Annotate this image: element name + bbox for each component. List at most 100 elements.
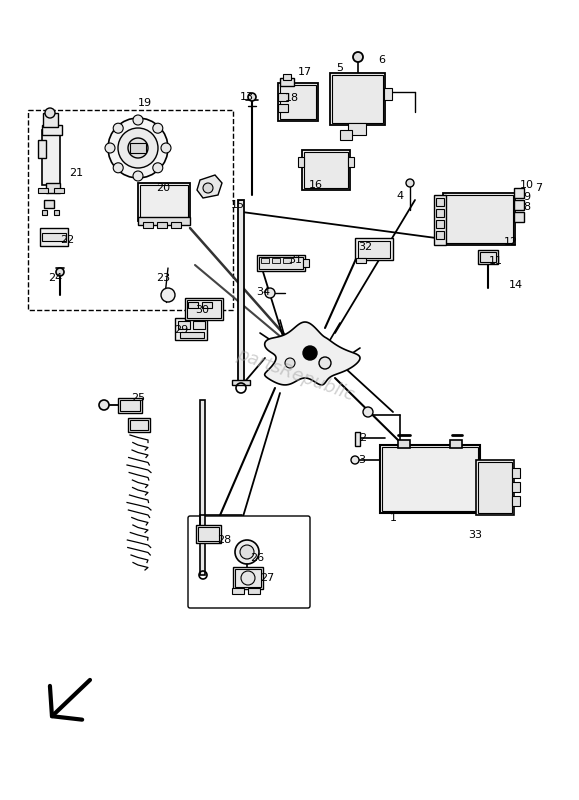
Bar [358, 241, 390, 258]
Bar [355, 432, 360, 446]
Text: 24: 24 [48, 273, 62, 283]
Text: 31: 31 [288, 255, 302, 265]
Bar [42, 233, 66, 241]
Text: 5: 5 [336, 63, 343, 73]
Text: 34: 34 [256, 287, 270, 297]
Text: 20: 20 [156, 183, 170, 193]
Bar [356, 258, 366, 263]
Circle shape [161, 288, 175, 302]
Bar [340, 130, 352, 140]
Bar [235, 569, 261, 587]
Bar [43, 113, 58, 127]
Circle shape [235, 540, 259, 564]
Text: 21: 21 [69, 168, 83, 178]
Bar [303, 259, 309, 267]
Bar [42, 130, 60, 185]
Bar [514, 200, 524, 210]
Text: 4: 4 [397, 191, 404, 201]
Circle shape [56, 268, 64, 276]
Circle shape [128, 138, 148, 158]
Bar [298, 157, 304, 167]
Bar [138, 217, 190, 225]
Bar [232, 588, 244, 594]
Text: 28: 28 [217, 535, 231, 545]
Bar [436, 220, 444, 228]
Bar [478, 250, 498, 264]
Bar [436, 231, 444, 239]
Text: 29: 29 [174, 325, 188, 335]
Bar [40, 228, 68, 246]
Bar [185, 298, 223, 320]
Bar [118, 398, 142, 413]
Circle shape [319, 357, 331, 369]
Bar [198, 527, 219, 541]
Bar [512, 468, 520, 478]
Bar [514, 212, 524, 222]
Bar [259, 257, 303, 269]
Bar [398, 440, 410, 448]
Bar [38, 188, 48, 193]
Text: 8: 8 [523, 202, 530, 212]
Circle shape [353, 52, 363, 62]
Text: 25: 25 [131, 393, 145, 403]
Circle shape [105, 143, 115, 153]
Bar [384, 88, 392, 100]
Bar [42, 125, 62, 135]
Circle shape [241, 571, 255, 585]
Text: 12: 12 [504, 237, 518, 247]
Bar [355, 238, 393, 260]
Text: 26: 26 [250, 553, 264, 563]
Circle shape [113, 123, 123, 134]
Bar [476, 460, 514, 515]
Circle shape [99, 400, 109, 410]
Circle shape [265, 288, 275, 298]
Bar [233, 567, 263, 589]
Bar [188, 302, 198, 308]
Text: 2: 2 [360, 433, 367, 443]
Bar [512, 496, 520, 506]
Text: 30: 30 [195, 305, 209, 315]
Bar [283, 74, 291, 80]
Bar [257, 255, 305, 271]
Bar [178, 321, 190, 329]
Bar [278, 83, 318, 121]
Bar [480, 252, 496, 262]
Circle shape [363, 407, 373, 417]
Text: 1: 1 [390, 513, 397, 523]
Bar [232, 380, 250, 385]
Text: partsRepublic: partsRepublic [234, 346, 356, 405]
Bar [278, 93, 288, 101]
Circle shape [406, 179, 414, 187]
Text: 32: 32 [358, 242, 372, 252]
Bar [382, 447, 478, 511]
Bar [443, 193, 515, 245]
Bar [261, 258, 269, 263]
Bar [434, 195, 446, 245]
Bar [143, 222, 153, 228]
Bar [348, 123, 366, 135]
Bar [512, 482, 520, 492]
Circle shape [351, 456, 359, 464]
Bar [302, 150, 350, 190]
Text: 33: 33 [468, 530, 482, 540]
Text: 18: 18 [285, 93, 299, 103]
Circle shape [303, 346, 317, 360]
Polygon shape [197, 175, 222, 198]
Bar [180, 332, 204, 338]
Circle shape [203, 183, 213, 193]
Text: 22: 22 [60, 235, 74, 245]
Bar [157, 222, 167, 228]
Circle shape [108, 118, 168, 178]
Text: 10: 10 [520, 180, 534, 190]
Circle shape [153, 123, 163, 134]
Text: 11: 11 [489, 256, 503, 266]
Circle shape [285, 358, 295, 368]
Bar [450, 440, 462, 448]
Bar [238, 200, 244, 385]
Bar [140, 185, 188, 219]
Bar [200, 400, 205, 575]
Bar [44, 200, 54, 208]
Circle shape [248, 93, 256, 101]
Bar [202, 302, 212, 308]
Bar [54, 210, 59, 215]
